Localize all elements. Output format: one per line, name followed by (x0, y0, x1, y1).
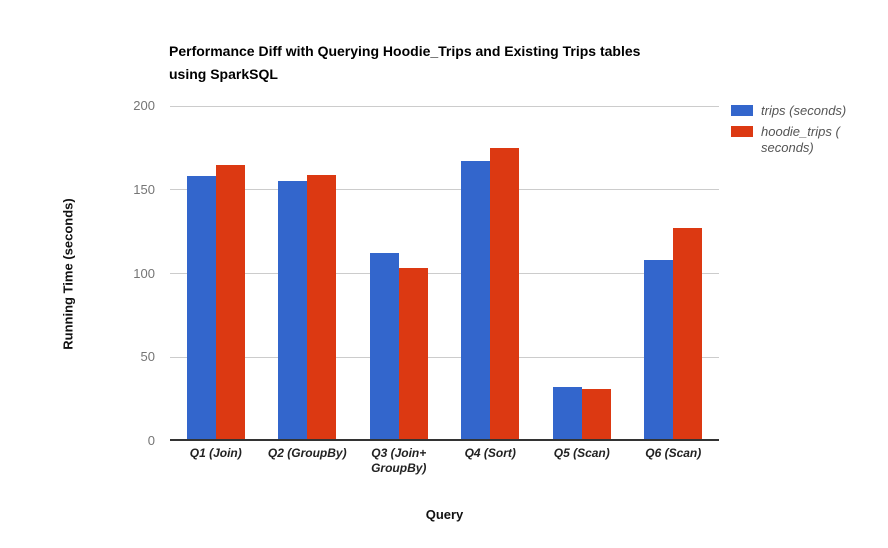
legend-swatch-icon (731, 126, 753, 137)
legend-swatch-icon (731, 105, 753, 116)
gridline (170, 105, 719, 107)
x-tick-label: Q3 (Join+ GroupBy) (371, 446, 427, 475)
bar (369, 253, 399, 441)
bar (673, 228, 703, 441)
bar (552, 387, 582, 441)
y-tick-label: 150 (133, 181, 155, 197)
x-tick-label: Q4 (Sort) (464, 446, 516, 460)
gridline (170, 273, 719, 274)
legend-item-label: hoodie_trips ( seconds) (761, 124, 840, 155)
x-tick-label: Q2 (GroupBy) (267, 446, 347, 460)
bar-group (262, 106, 354, 441)
bar (398, 268, 428, 441)
y-tick-label: 0 (147, 433, 155, 448)
x-axis-line (170, 439, 719, 441)
gridline (170, 189, 719, 191)
legend-item-label: trips (seconds) (761, 103, 847, 118)
x-axis-title: Query (425, 507, 464, 522)
chart-title: Performance Diff with Querying Hoodie_Tr… (169, 43, 641, 82)
y-tick-label: 200 (133, 98, 155, 113)
y-axis-title: Running Time (seconds) (60, 198, 76, 350)
bar (461, 161, 491, 441)
bar-group (628, 106, 720, 441)
bar (490, 147, 520, 441)
gridline (170, 356, 719, 358)
legend-item: hoodie_trips ( seconds) (731, 124, 881, 156)
x-tick-label: Q6 (Scan) (645, 446, 702, 460)
bar (307, 174, 337, 441)
x-tick-label: Q1 (Join) (189, 446, 242, 460)
x-tick-label: Q5 (Scan) (553, 446, 610, 460)
bar (278, 181, 308, 441)
plot-area (170, 105, 720, 441)
bar-group (170, 106, 262, 441)
x-axis-tick-labels: Q1 (Join) Q2 (GroupBy) Q3 (Join+ GroupBy) Q… (170, 446, 719, 491)
legend-item: trips (seconds) (731, 103, 881, 119)
bar (215, 164, 245, 441)
bar (581, 389, 611, 441)
bar (186, 176, 216, 441)
y-tick-label: 100 (133, 265, 155, 281)
legend: trips (seconds) hoodie_trips ( seconds) (731, 103, 881, 156)
bar (644, 260, 674, 441)
bar-group (445, 106, 537, 441)
y-tick-label: 50 (140, 349, 155, 365)
bar-group (353, 106, 445, 441)
bar-group (536, 106, 628, 441)
